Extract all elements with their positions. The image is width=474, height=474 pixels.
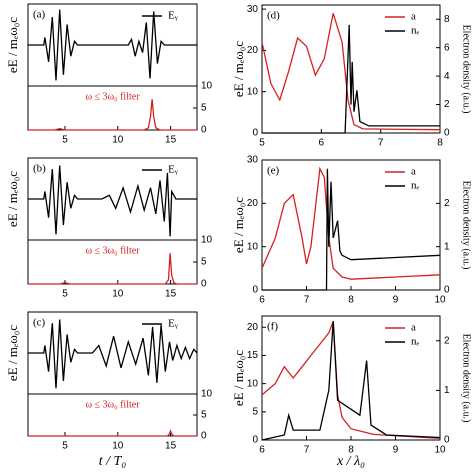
- y-tick-label: 0: [201, 125, 207, 136]
- y2-tick-label: 0: [444, 435, 450, 446]
- x-tick-label: 8: [437, 138, 443, 149]
- y-tick-label: 10: [201, 235, 213, 246]
- y2-tick-label: 0: [444, 285, 450, 296]
- y-tick-label: 5: [201, 410, 207, 421]
- legend-label: Eᵧ: [168, 164, 178, 176]
- y2-axis-label: Electron density (a.u.): [461, 334, 472, 423]
- x-tick-label: 5: [259, 138, 265, 149]
- x-tick-label: 5: [62, 135, 68, 146]
- x-tick-label: 8: [348, 295, 354, 306]
- y2-tick-label: 2: [444, 198, 450, 209]
- y-tick-label: 5: [201, 257, 207, 268]
- data-line: [28, 99, 197, 131]
- legend-label: nₑ: [411, 336, 420, 348]
- y2-tick-label: 6: [444, 42, 450, 53]
- x-tick-label: 10: [434, 295, 446, 306]
- x-axis-label: x / λ₀: [336, 454, 365, 469]
- x-tick-label: 5: [62, 441, 68, 452]
- y2-axis-label: Electron density (a.u.): [461, 25, 472, 114]
- x-tick-label: 6: [319, 138, 325, 149]
- y-tick-label: 30: [247, 155, 259, 166]
- y-tick-label: 20: [247, 45, 259, 56]
- data-line: [261, 320, 441, 441]
- panel-label: (f): [267, 321, 278, 333]
- panel-label: (a): [33, 9, 46, 21]
- y-tick-label: 10: [247, 241, 259, 252]
- y2-tick-label: 8: [444, 14, 450, 25]
- x-tick-label: 10: [112, 441, 124, 452]
- x-tick-label: 15: [165, 289, 177, 300]
- y-axis-label: eE / mₑω₀c: [5, 325, 20, 381]
- y2-tick-label: 1: [444, 385, 450, 396]
- y-tick-label: 10: [201, 81, 213, 92]
- y2-tick-label: 4: [444, 71, 450, 82]
- legend-label: Eᵧ: [168, 318, 178, 330]
- x-tick-label: 8: [348, 445, 354, 456]
- data-line: [261, 13, 441, 131]
- y-axis-label: eE / mₑω₀c: [231, 197, 246, 253]
- y2-tick-label: 2: [444, 335, 450, 346]
- x-tick-label: 10: [112, 135, 124, 146]
- y-tick-label: 20: [247, 322, 259, 333]
- legend-label: a: [411, 166, 416, 178]
- data-line: [28, 253, 197, 285]
- x-tick-label: 15: [165, 135, 177, 146]
- plot-frame: [261, 4, 441, 134]
- y2-tick-label: 2: [444, 99, 450, 110]
- data-line: [28, 319, 198, 389]
- y-tick-label: 30: [247, 4, 259, 15]
- panel-label: (b): [33, 163, 46, 175]
- y-tick-label: 10: [247, 378, 259, 389]
- y-tick-label: 10: [247, 86, 259, 97]
- y2-tick-label: 0: [444, 128, 450, 139]
- y2-axis-label: Electron density (a.u.): [461, 181, 472, 270]
- y-axis-label: eE / mₑω₀c: [231, 41, 246, 97]
- x-tick-label: 7: [304, 445, 310, 456]
- y-axis-label: eE / mₑω₀c: [5, 171, 20, 227]
- x-tick-label: 6: [259, 295, 265, 306]
- x-tick-label: 9: [393, 445, 399, 456]
- y-tick-label: 5: [252, 406, 258, 417]
- data-line: [261, 166, 441, 280]
- y-tick-label: 0: [252, 285, 258, 296]
- x-tick-label: 9: [393, 295, 399, 306]
- legend-label: nₑ: [411, 180, 420, 192]
- panel-label: (d): [267, 10, 280, 22]
- y-tick-label: 20: [247, 198, 259, 209]
- legend-label: a: [411, 11, 416, 23]
- x-tick-label: 15: [165, 441, 177, 452]
- data-line: [28, 165, 197, 237]
- y-tick-label: 0: [201, 431, 207, 442]
- y-axis-label: eE / mₑω₀c: [5, 17, 20, 73]
- annotation: ω ≤ 3ω₀ filter: [85, 399, 140, 410]
- data-line: [28, 9, 197, 81]
- y-tick-label: 15: [247, 350, 259, 361]
- x-tick-label: 10: [112, 289, 124, 300]
- legend-label: Eᵧ: [168, 10, 178, 22]
- y2-tick-label: 1: [444, 241, 450, 252]
- x-axis-label: t / T₀: [99, 454, 127, 469]
- legend-label: a: [411, 322, 416, 334]
- x-tick-label: 7: [378, 138, 384, 149]
- x-tick-label: 10: [434, 445, 446, 456]
- data-line: [28, 429, 197, 437]
- panel-label: (e): [267, 165, 280, 177]
- y-tick-label: 0: [201, 279, 207, 290]
- panel-label: (c): [33, 317, 46, 329]
- legend-label: nₑ: [411, 25, 420, 37]
- annotation: ω ≤ 3ω₀ filter: [85, 245, 140, 256]
- y-axis-label: eE / mₑω₀c: [231, 350, 246, 406]
- y-tick-label: 0: [252, 435, 258, 446]
- x-tick-label: 6: [259, 445, 265, 456]
- data-line: [261, 321, 441, 439]
- x-tick-label: 7: [304, 295, 310, 306]
- annotation: ω ≤ 3ω₀ filter: [85, 91, 140, 102]
- y-tick-label: 0: [252, 128, 258, 139]
- data-line: [262, 168, 441, 291]
- y-tick-label: 10: [201, 389, 213, 400]
- data-line: [262, 24, 440, 134]
- x-tick-label: 5: [62, 289, 68, 300]
- y-tick-label: 5: [201, 103, 207, 114]
